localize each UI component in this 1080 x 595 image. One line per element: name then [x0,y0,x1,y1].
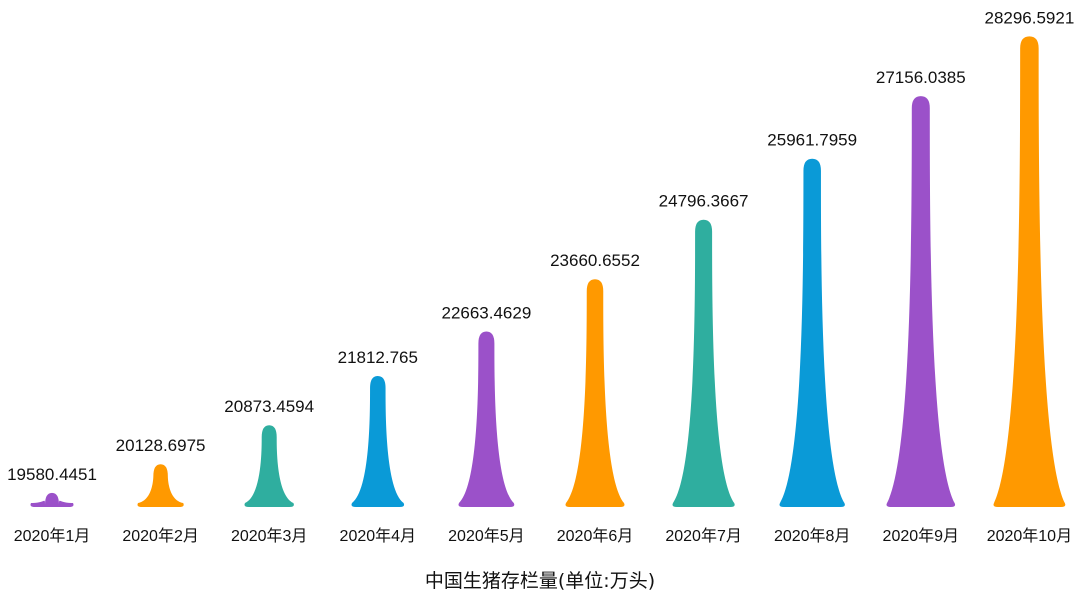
data-label-6: 23660.6552 [550,251,640,270]
bar-3 [244,425,294,507]
x-tick-label-9: 2020年9月 [883,527,960,545]
data-label-7: 24796.3667 [659,192,749,211]
bar-6 [565,279,625,507]
data-label-9: 27156.0385 [876,68,966,87]
x-tick-label-10: 2020年10月 [987,527,1072,545]
x-tick-label-5: 2020年5月 [448,527,525,545]
x-tick-label-7: 2020年7月 [665,527,742,545]
x-axis-title: 中国生猪存栏量(单位:万头) [424,570,656,592]
data-label-10: 28296.5921 [984,8,1074,27]
bar-2 [137,464,184,507]
x-tick-label-4: 2020年4月 [340,527,417,545]
data-label-8: 25961.7959 [767,131,857,150]
data-label-4: 21812.765 [338,348,418,367]
bar-9 [886,96,956,507]
data-label-2: 20128.6975 [116,436,206,455]
x-tick-label-2: 2020年2月 [122,527,199,545]
data-label-3: 20873.4594 [224,397,314,416]
bar-1 [30,492,74,507]
x-tick-label-1: 2020年1月 [14,527,91,545]
bar-4 [351,376,405,507]
x-tick-label-8: 2020年8月 [774,527,851,545]
bar-10 [993,36,1066,507]
bar-5 [458,331,515,507]
data-label-5: 22663.4629 [441,303,531,322]
data-label-1: 19580.4451 [7,465,97,484]
x-tick-label-6: 2020年6月 [557,527,634,545]
bar-7 [672,219,735,507]
bar-8 [779,158,845,507]
x-tick-label-3: 2020年3月 [231,527,308,545]
